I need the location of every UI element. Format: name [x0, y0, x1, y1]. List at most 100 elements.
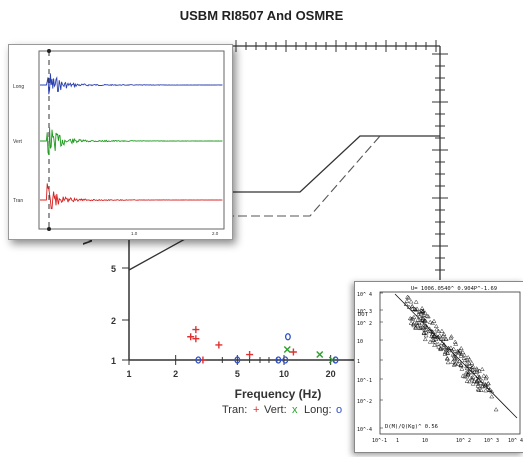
regression-point: [436, 334, 441, 339]
regression-point: [418, 325, 424, 330]
regression-point: [416, 320, 422, 325]
regression-fit-line: [394, 293, 518, 419]
regression-point: [451, 354, 457, 359]
regression-point: [493, 407, 499, 412]
regression-point: [403, 301, 409, 306]
regression-point: [416, 311, 421, 317]
legend-vert-label: Vert:: [264, 404, 287, 416]
regression-point: [430, 338, 436, 343]
seismogram-inset: Long Vert Tran 1.0 2.0: [8, 44, 233, 240]
regression-x-tick: 10^ 2: [456, 438, 471, 444]
regression-point: [476, 377, 481, 382]
regression-point: [465, 355, 471, 360]
legend-tran-label: Tran:: [222, 404, 247, 416]
regression-point: [467, 379, 472, 384]
criteria-line-dashed: [225, 135, 381, 217]
point-long: [282, 356, 289, 364]
regression-point: [479, 378, 485, 383]
y-tick-label: 5: [111, 264, 116, 274]
regression-frame: [379, 291, 521, 435]
regression-point: [404, 298, 410, 303]
regression-point: [436, 344, 442, 349]
regression-x-tick: 10: [422, 438, 428, 444]
regression-point: [417, 314, 423, 319]
regression-point: [469, 360, 475, 365]
regression-point: [469, 365, 475, 370]
regression-y-title: DOT: [358, 312, 369, 318]
trace-label-tran: Tran: [13, 198, 23, 204]
trace-long: [40, 73, 223, 95]
regression-point: [458, 362, 464, 367]
regression-point: [427, 339, 433, 344]
regression-point: [430, 334, 436, 339]
x-tick-label: 10: [279, 369, 289, 379]
regression-point: [444, 355, 450, 360]
regression-point: [475, 381, 481, 387]
regression-point: [417, 325, 423, 331]
point-tran: [289, 348, 297, 356]
regression-point: [423, 318, 428, 323]
regression-point: [435, 335, 441, 340]
y-tick-label: 2: [111, 316, 116, 326]
point-tran: [215, 341, 223, 349]
regression-x-tick: 10^-1: [372, 438, 387, 444]
regression-point: [421, 312, 427, 317]
point-long: [332, 356, 339, 364]
regression-point: [467, 361, 472, 366]
regression-point: [460, 349, 466, 355]
regression-point: [427, 319, 433, 324]
regression-point: [419, 321, 425, 326]
regression-point: [411, 323, 417, 328]
regression-point: [439, 328, 445, 333]
regression-point: [413, 299, 419, 304]
data-points: [187, 326, 339, 364]
legend-long-label: Long:: [304, 404, 332, 416]
regression-x-ticks: 10^-1 1 10 10^ 2 10^ 3 10^ 4: [372, 438, 523, 444]
regression-point: [419, 308, 424, 313]
regression-point: [414, 320, 420, 325]
regression-y-ticks: 10^ 4 10^ 3 10^ 2 10 1 10^-1 10^-2 10^-4: [357, 292, 383, 433]
regression-point: [406, 304, 412, 309]
regression-point: [420, 317, 426, 322]
regression-point: [462, 352, 467, 358]
regression-point: [430, 320, 435, 325]
regression-point: [435, 341, 441, 346]
regression-point: [427, 328, 432, 334]
regression-point: [458, 363, 464, 368]
regression-point: [470, 370, 476, 375]
regression-point: [482, 382, 488, 387]
trace-label-vert: Vert: [13, 139, 23, 145]
regression-point: [421, 325, 426, 330]
regression-x-label: D(M)/Q(Kg)^ 0.56: [385, 424, 438, 430]
regression-point: [443, 336, 449, 341]
regression-point: [434, 327, 440, 332]
regression-point: [471, 378, 477, 383]
regression-point: [441, 342, 447, 347]
regression-point: [474, 369, 480, 374]
regression-point: [439, 340, 445, 345]
regression-point: [458, 353, 464, 358]
legend-tran-marker: +: [253, 404, 259, 416]
regression-point: [477, 375, 482, 380]
regression-point: [424, 324, 430, 329]
regression-point: [445, 356, 450, 361]
regression-point: [487, 387, 493, 392]
regression-point: [410, 316, 416, 321]
regression-point: [485, 381, 491, 386]
point-long: [284, 333, 291, 341]
regression-point: [445, 348, 450, 353]
regression-point: [449, 348, 455, 353]
regression-point: [423, 323, 429, 328]
regression-point: [467, 357, 472, 362]
regression-point: [465, 372, 471, 377]
regression-point: [470, 374, 476, 379]
regression-point: [438, 345, 443, 350]
regression-y-tick: 10^ 2: [357, 321, 372, 327]
regression-point: [484, 374, 489, 379]
regression-point: [415, 317, 421, 322]
regression-point: [429, 332, 435, 337]
regression-plot: U= 1006.0540^ 0.904P^-1.69 10^ 410^ 310^…: [357, 286, 523, 444]
regression-point: [421, 330, 427, 336]
regression-point: [474, 367, 480, 372]
regression-x-tick: 10^ 3: [484, 438, 499, 444]
